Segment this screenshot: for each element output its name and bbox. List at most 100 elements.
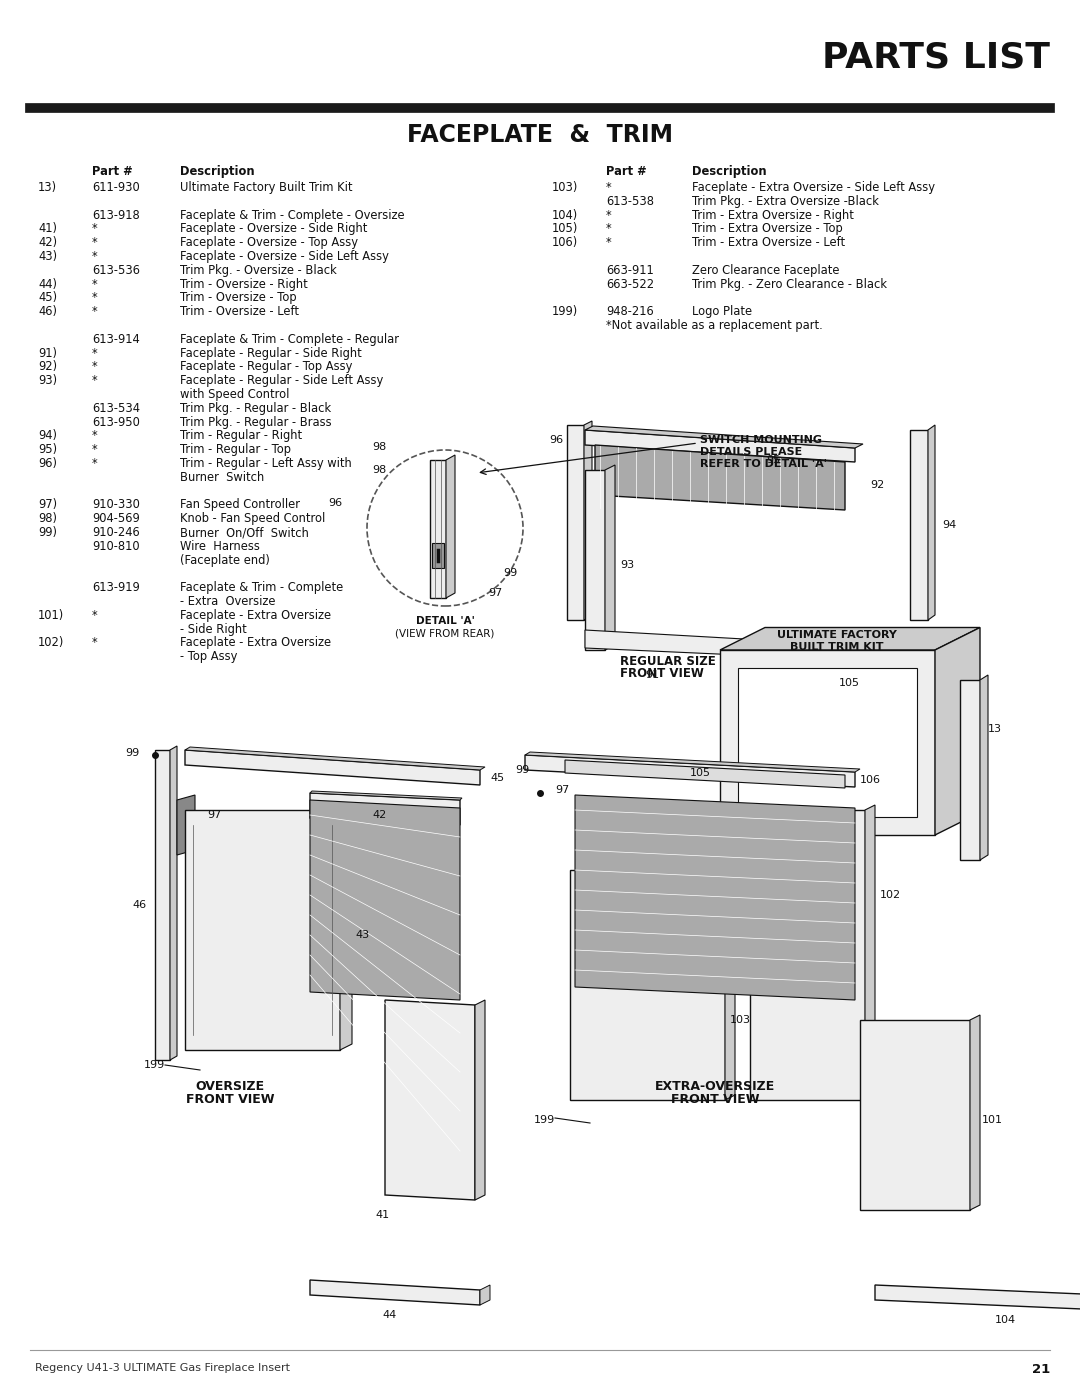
Text: *: * xyxy=(92,222,97,236)
Polygon shape xyxy=(570,870,725,1099)
Text: 613-950: 613-950 xyxy=(92,415,140,429)
Text: 105): 105) xyxy=(552,222,579,236)
Text: 96: 96 xyxy=(549,434,563,446)
Text: *: * xyxy=(92,429,97,443)
Text: Knob - Fan Speed Control: Knob - Fan Speed Control xyxy=(180,513,325,525)
Text: Ultimate Factory Built Trim Kit: Ultimate Factory Built Trim Kit xyxy=(180,182,352,194)
Polygon shape xyxy=(384,1000,475,1200)
Text: 43): 43) xyxy=(38,250,57,263)
Polygon shape xyxy=(430,460,446,598)
Text: ULTIMATE FACTORY: ULTIMATE FACTORY xyxy=(778,630,896,640)
Polygon shape xyxy=(432,543,444,569)
Text: Trim - Oversize - Top: Trim - Oversize - Top xyxy=(180,292,297,305)
Text: 96): 96) xyxy=(38,457,57,469)
Text: Trim - Extra Oversize - Top: Trim - Extra Oversize - Top xyxy=(692,222,842,236)
Text: 44): 44) xyxy=(38,278,57,291)
Text: 106: 106 xyxy=(860,775,881,785)
Text: 910-810: 910-810 xyxy=(92,539,139,553)
Text: Trim Pkg. - Oversize - Black: Trim Pkg. - Oversize - Black xyxy=(180,264,337,277)
Text: Trim - Oversize - Left: Trim - Oversize - Left xyxy=(180,305,299,319)
Polygon shape xyxy=(980,675,988,861)
Text: Description: Description xyxy=(692,165,767,177)
Text: 99: 99 xyxy=(516,766,530,775)
Text: Trim Pkg. - Regular - Brass: Trim Pkg. - Regular - Brass xyxy=(180,415,332,429)
Text: Zero Clearance Faceplate: Zero Clearance Faceplate xyxy=(692,264,839,277)
Text: *: * xyxy=(606,182,611,194)
Text: 199: 199 xyxy=(144,1060,165,1070)
Polygon shape xyxy=(725,865,735,1099)
Polygon shape xyxy=(865,805,875,1099)
Text: 103: 103 xyxy=(730,1016,751,1025)
Text: EXTRA-OVERSIZE: EXTRA-OVERSIZE xyxy=(654,1080,775,1092)
Text: 105: 105 xyxy=(689,768,711,778)
Polygon shape xyxy=(525,754,855,787)
Text: 97: 97 xyxy=(207,810,221,820)
Text: 13: 13 xyxy=(988,724,1002,733)
Polygon shape xyxy=(585,469,605,650)
Text: *: * xyxy=(92,457,97,469)
Text: 13): 13) xyxy=(38,182,57,194)
Text: DETAIL 'A': DETAIL 'A' xyxy=(416,616,474,626)
Text: Faceplate - Extra Oversize: Faceplate - Extra Oversize xyxy=(180,609,332,622)
Text: 97: 97 xyxy=(555,785,569,795)
Text: 613-538: 613-538 xyxy=(606,194,654,208)
Polygon shape xyxy=(910,430,928,620)
Polygon shape xyxy=(960,680,980,861)
Text: 199): 199) xyxy=(552,305,578,319)
Text: 91): 91) xyxy=(38,346,57,359)
Text: 98): 98) xyxy=(38,513,57,525)
Text: - Extra  Oversize: - Extra Oversize xyxy=(180,595,275,608)
Text: OVERSIZE: OVERSIZE xyxy=(195,1080,265,1092)
Text: 97: 97 xyxy=(488,588,502,598)
Text: 103): 103) xyxy=(552,182,579,194)
Text: 21: 21 xyxy=(1031,1363,1050,1376)
Text: FRONT VIEW: FRONT VIEW xyxy=(186,1092,274,1106)
Text: 105: 105 xyxy=(838,678,860,687)
Text: 663-522: 663-522 xyxy=(606,278,654,291)
Text: 910-246: 910-246 xyxy=(92,527,139,539)
Text: *: * xyxy=(92,443,97,457)
Text: Faceplate - Extra Oversize - Side Left Assy: Faceplate - Extra Oversize - Side Left A… xyxy=(692,182,935,194)
Text: *: * xyxy=(92,292,97,305)
Polygon shape xyxy=(310,791,462,800)
Text: 613-534: 613-534 xyxy=(92,402,140,415)
Text: 106): 106) xyxy=(552,236,578,249)
Text: 101: 101 xyxy=(982,1115,1003,1125)
Polygon shape xyxy=(584,420,592,620)
Text: with Speed Control: with Speed Control xyxy=(180,388,289,401)
Text: REGULAR SIZE: REGULAR SIZE xyxy=(620,655,716,668)
Text: *: * xyxy=(606,208,611,222)
Text: FRONT VIEW: FRONT VIEW xyxy=(620,666,704,680)
Polygon shape xyxy=(935,627,980,835)
Polygon shape xyxy=(185,747,485,770)
Text: *: * xyxy=(92,360,97,373)
Text: *: * xyxy=(606,236,611,249)
Text: Faceplate & Trim - Complete - Regular: Faceplate & Trim - Complete - Regular xyxy=(180,332,399,346)
Text: 43: 43 xyxy=(355,930,369,940)
Text: (VIEW FROM REAR): (VIEW FROM REAR) xyxy=(395,629,495,638)
Text: *: * xyxy=(92,609,97,622)
Text: 91: 91 xyxy=(645,671,659,680)
Polygon shape xyxy=(738,668,917,817)
Text: 611-930: 611-930 xyxy=(92,182,139,194)
Text: Description: Description xyxy=(180,165,255,177)
Text: Faceplate - Extra Oversize: Faceplate - Extra Oversize xyxy=(180,637,332,650)
Text: *: * xyxy=(92,346,97,359)
Text: Faceplate - Regular - Side Right: Faceplate - Regular - Side Right xyxy=(180,346,362,359)
Polygon shape xyxy=(170,746,177,1060)
Text: *Not available as a replacement part.: *Not available as a replacement part. xyxy=(606,319,823,332)
Polygon shape xyxy=(177,795,195,855)
Text: 97): 97) xyxy=(38,499,57,511)
Text: BUILT TRIM KIT: BUILT TRIM KIT xyxy=(791,643,883,652)
Text: 99: 99 xyxy=(125,747,140,759)
Text: 93: 93 xyxy=(620,560,634,570)
Text: Burner  Switch: Burner Switch xyxy=(180,471,265,483)
Text: Trim - Regular - Top: Trim - Regular - Top xyxy=(180,443,291,457)
Text: 98: 98 xyxy=(372,465,387,475)
Text: 93): 93) xyxy=(38,374,57,387)
Text: 101): 101) xyxy=(38,609,64,622)
Text: Faceplate - Regular - Top Assy: Faceplate - Regular - Top Assy xyxy=(180,360,352,373)
Polygon shape xyxy=(750,810,865,1099)
Polygon shape xyxy=(875,1285,1080,1310)
Text: 95): 95) xyxy=(38,443,57,457)
